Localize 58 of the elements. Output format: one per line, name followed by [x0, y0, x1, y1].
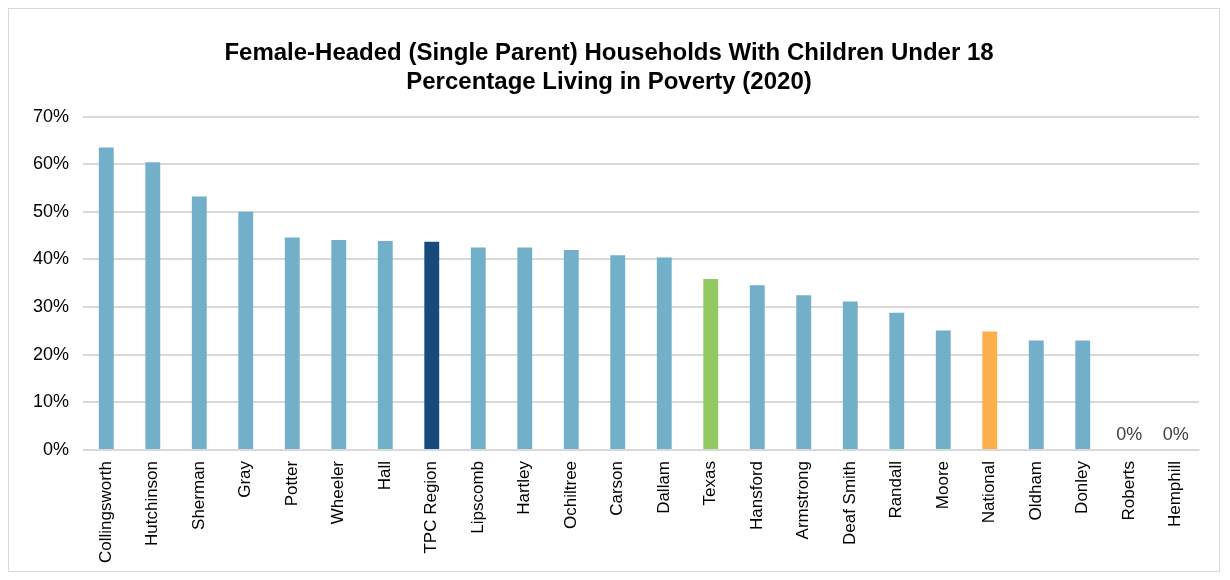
y-tick-label: 50%: [33, 200, 70, 221]
bar: [238, 211, 254, 449]
x-tick-label: Hartley: [514, 460, 534, 515]
bar: [284, 237, 300, 449]
bar: [517, 247, 533, 449]
bar: [656, 257, 672, 449]
x-tick-label: Donley: [1072, 460, 1092, 514]
x-tick-label: Potter: [281, 460, 301, 507]
x-tick-label: Collingsworth: [95, 460, 115, 564]
bar: [331, 239, 347, 449]
bar: [1075, 340, 1091, 449]
bar: [470, 247, 486, 449]
y-tick-label: 20%: [33, 343, 70, 364]
y-tick-label: 0%: [43, 438, 70, 459]
x-tick-label: Hemphill: [1165, 460, 1185, 528]
x-tick-label: Deaf Smith: [839, 460, 859, 546]
y-tick-label: 10%: [33, 391, 70, 412]
x-tick-label: Wheeler: [328, 460, 348, 525]
bar: [98, 147, 114, 449]
x-tick-label: Hall: [374, 460, 394, 491]
text: Percentage Living in Poverty (2020): [406, 66, 812, 94]
x-tick-label: Dallam: [653, 460, 673, 514]
bar: [889, 312, 905, 449]
bar: [377, 240, 393, 449]
x-tick-label: National: [979, 460, 999, 524]
x-tick-label: Carson: [607, 460, 627, 516]
bar: [610, 255, 626, 449]
x-tick-label: TPC Region: [421, 460, 441, 554]
bar: [424, 241, 440, 449]
text: Female-Headed (Single Parent) Households With Children Under 18: [224, 38, 994, 66]
x-tick-label: Oldham: [1025, 460, 1045, 521]
bar: [842, 301, 858, 449]
data-label: 0%: [1162, 423, 1189, 444]
y-tick-label: 40%: [33, 248, 70, 269]
x-tick-label: Gray: [235, 460, 255, 498]
bar: [145, 162, 161, 449]
x-tick-label: Moore: [932, 460, 952, 510]
bar: [982, 331, 998, 449]
y-tick-label: 30%: [33, 296, 70, 317]
bar: [563, 249, 579, 449]
x-tick-label: Randall: [886, 460, 906, 519]
data-label: 0%: [1116, 423, 1143, 444]
y-tick-label: 60%: [33, 153, 70, 174]
x-tick-label: Sherman: [188, 460, 208, 530]
x-tick-label: Texas: [700, 460, 720, 506]
x-tick-label: Hansford: [746, 460, 766, 530]
bar: [1028, 340, 1044, 449]
x-tick-label: Lipscomb: [467, 460, 487, 534]
x-tick-label: Roberts: [1118, 460, 1138, 521]
bar: [935, 330, 951, 449]
x-tick-label: Armstrong: [793, 460, 813, 540]
bar: [749, 285, 765, 449]
bar: [796, 295, 812, 449]
y-tick-label: 70%: [33, 105, 70, 126]
bar: [191, 196, 207, 449]
bar: [703, 278, 719, 449]
x-tick-label: Hutchinson: [142, 460, 162, 547]
x-tick-label: Ochiltree: [560, 460, 580, 529]
